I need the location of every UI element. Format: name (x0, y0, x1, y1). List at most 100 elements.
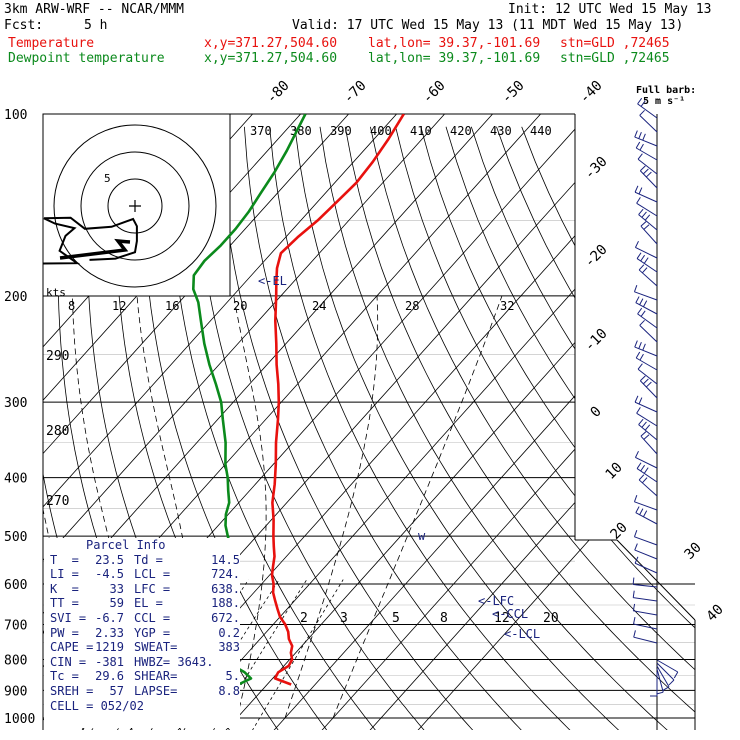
wind-barb-feather (638, 341, 642, 349)
temperature-xy: x,y=371.27,504.60 (204, 36, 338, 51)
theta-e-label-390: 390 (330, 124, 352, 138)
frame-diagonal (616, 539, 696, 621)
moist-adiabat (284, 295, 379, 719)
wind-barb-feather (635, 296, 640, 303)
wind-barb (634, 291, 658, 301)
wind-barb (633, 610, 658, 616)
hodograph-speed-label: kts (46, 286, 66, 299)
mixing-ratio-line (212, 579, 308, 730)
wind-barb-feather (637, 97, 643, 105)
theta-e-label-430: 430 (490, 124, 512, 138)
wind-barb-feather (639, 508, 644, 515)
moist-adiabat (332, 295, 503, 719)
temp-scale-label-32: 32 (500, 299, 514, 313)
parcel-info-cell: CCL = (134, 610, 171, 625)
annotation-el: <-EL (258, 274, 287, 288)
dewpoint-latlon: lat,lon= 39.37,-101.69 (368, 51, 541, 66)
parcel-info-cell: 2.33 (95, 625, 124, 640)
isotherm (177, 114, 695, 730)
wet-bulb-marker: w (418, 529, 426, 543)
wind-barb-feather (642, 510, 648, 518)
dry-adiabat (395, 126, 695, 730)
hodograph-ring (80, 151, 190, 261)
temperature-latlon: lat,lon= 39.37,-101.69 (368, 36, 541, 51)
dry-adiabat (319, 126, 669, 730)
parcel-info-cell: HWBZ= 3643. (134, 654, 214, 669)
pressure-label-100: 100 (4, 108, 27, 123)
wind-barb-feather (638, 418, 644, 425)
wind-barb (637, 368, 658, 385)
isotherm (225, 114, 695, 730)
temperature-station: stn=GLD ,72465 (560, 36, 670, 51)
mixing-ratio-label-5: 5 (392, 611, 400, 626)
wind-barb (637, 158, 658, 175)
pressure-label-400: 400 (4, 472, 27, 487)
parcel-info-cell: 8.8 (218, 683, 240, 698)
mixing-ratio-line (251, 579, 344, 730)
temp-scale-label-20: 20 (233, 299, 247, 313)
wind-barb (639, 324, 658, 343)
parcel-info-row: SVI = -6.7 CCL = 672. (44, 611, 240, 626)
temp-scale-label-12: 12 (112, 299, 126, 313)
pressure-label-300: 300 (4, 396, 27, 411)
parcel-info-cell: -6.7 (95, 610, 124, 625)
wind-barb-feather (643, 257, 649, 264)
wind-barb-feather (640, 221, 647, 227)
wind-barb (635, 302, 658, 315)
wind-barb-feather (642, 267, 648, 274)
mixing-ratio-label-8: 8 (440, 611, 448, 626)
dry-adiabat (420, 126, 695, 730)
wind-barb-feather (640, 310, 646, 317)
mixing-ratio-line (183, 579, 280, 730)
pressure-label-900: 900 (4, 684, 27, 699)
parcel-info-cell: SHEAR= (134, 669, 178, 684)
isotherm-label-10: 10 (603, 460, 626, 483)
parcel-info-row: PW = 2.33 YGP = 0.2 (44, 626, 240, 641)
parcel-info-rows: T = 23.5 Td = 14.5 LI = -4.5 LCL = 724. K = 33 LFC… (44, 553, 240, 714)
dry-adiabat (269, 126, 571, 730)
wind-barb (634, 549, 658, 560)
parcel-info-cell: EL = (134, 596, 163, 611)
mixing-ratio-label-12: 12 (494, 611, 510, 626)
parcel-info-cell: Td = (134, 552, 163, 567)
wind-barb (636, 258, 658, 273)
wind-barb-feather (633, 530, 638, 537)
wind-barb (634, 191, 658, 203)
wind-barb-feather (639, 298, 644, 305)
parcel-info-cell: LCL = (134, 567, 171, 582)
parcel-info-cell: 29.6 (95, 669, 124, 684)
isotherm-label--60: -60 (420, 78, 449, 107)
parcel-info-row: K = 33 LFC = 638. (44, 582, 240, 597)
wind-barb-feather (637, 307, 643, 315)
wind-barb-feather (643, 434, 650, 440)
wind-barb-feather (634, 185, 639, 193)
wind-barb-feather (636, 252, 642, 259)
parcel-info-cell: 57 (109, 683, 124, 698)
parcel-info-cell: SREH = (50, 683, 94, 698)
parcel-info-cell: SWEAT= (134, 640, 178, 655)
isotherm-label--20: -20 (582, 242, 611, 271)
parcel-info-cell: CELL = 052/02 (50, 698, 144, 713)
dry-adiabat (218, 126, 474, 730)
wind-barb (639, 380, 658, 399)
wind-barb-feather (645, 381, 652, 388)
wind-barb-feather (638, 397, 643, 405)
wind-barb (656, 665, 670, 688)
parcel-info-row: Tc = 29.6 SHEAR= 5. (44, 669, 240, 684)
wind-barb-feather (668, 679, 675, 686)
dry-adiabat (193, 126, 425, 730)
wind-barb-feather (643, 224, 650, 230)
dry-adiabat (344, 126, 695, 730)
temp-scale-label-8: 8 (68, 299, 75, 313)
wind-barb-feather (642, 168, 649, 175)
parcel-info-cell: PW = (50, 625, 79, 640)
wind-barb-feather (662, 686, 670, 691)
wind-barb (636, 202, 658, 217)
parcel-info-cell: 1219 (95, 640, 124, 655)
wind-barb-feather (642, 300, 648, 308)
theta-e-label-400: 400 (370, 124, 392, 138)
hodograph-frame (42, 113, 231, 297)
wind-barb-feather (640, 100, 646, 107)
wind-barb-feather (639, 353, 644, 361)
isotherm-label--40: -40 (577, 78, 606, 107)
